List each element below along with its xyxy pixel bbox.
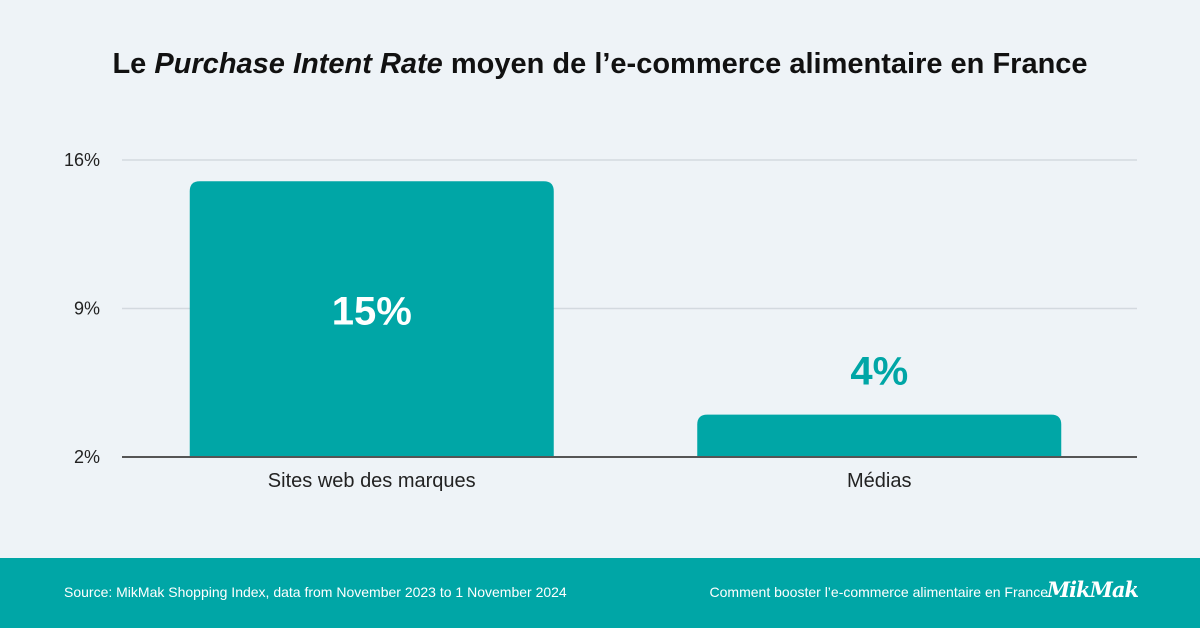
- bar-value-label: 4%: [850, 350, 908, 394]
- x-category-label: Médias: [847, 470, 911, 492]
- chart-title: Le Purchase Intent Rate moyen de l’e-com…: [0, 48, 1200, 81]
- title-prefix: Le: [112, 48, 155, 80]
- footer-bar: Source: MikMak Shopping Index, data from…: [0, 558, 1200, 628]
- y-tick-label: 9%: [74, 299, 100, 319]
- y-tick-label: 2%: [74, 447, 100, 467]
- bar-value-label: 15%: [332, 290, 412, 334]
- guide-title: Comment booster l’e-commerce alimentaire…: [709, 584, 1048, 600]
- bar: [697, 414, 1062, 457]
- title-emphasis: Purchase Intent Rate: [154, 48, 443, 80]
- x-category-label: Sites web des marques: [268, 470, 476, 492]
- source-note: Source: MikMak Shopping Index, data from…: [64, 584, 567, 600]
- bar: [189, 181, 554, 457]
- title-suffix: moyen de l’e-commerce alimentaire en Fra…: [442, 48, 1088, 80]
- brand-logo: MikMak: [1046, 577, 1139, 602]
- bar-chart: 2% 9% 16% 15% Sites web des marques 4% Médias: [64, 150, 1137, 492]
- y-tick-label: 16%: [64, 150, 100, 170]
